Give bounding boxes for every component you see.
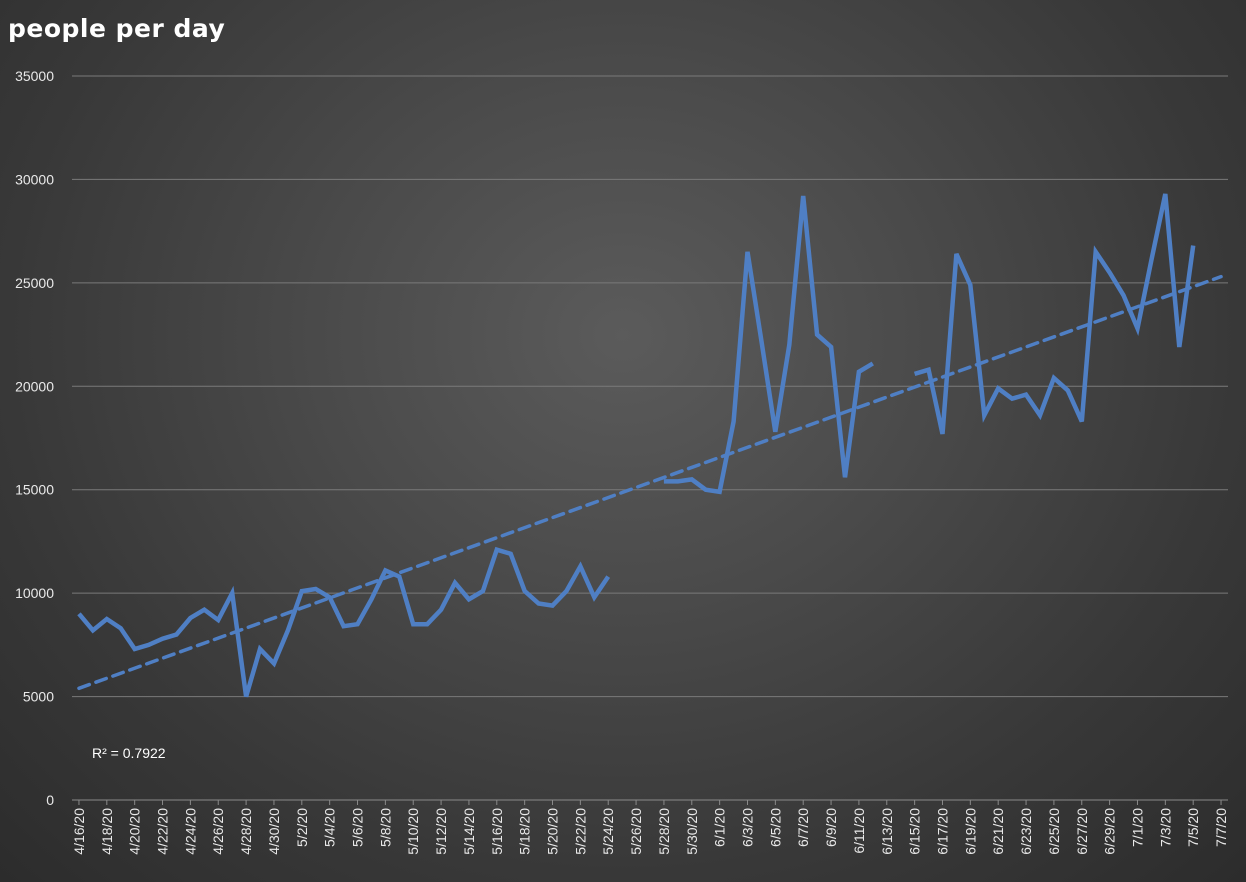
x-tick-label: 6/17/20 <box>934 808 950 855</box>
x-tick-label: 7/5/20 <box>1185 808 1201 847</box>
x-tick-label: 5/16/20 <box>489 808 505 855</box>
x-tick-label: 6/19/20 <box>962 808 978 855</box>
series-lines <box>77 193 1196 698</box>
y-tick-label: 35000 <box>15 68 54 84</box>
x-tick-label: 6/15/20 <box>907 808 923 855</box>
chart-title: people per day <box>8 14 226 43</box>
x-tick-label: 5/10/20 <box>405 808 421 855</box>
x-tick-label: 6/21/20 <box>990 808 1006 855</box>
r-squared-label: R² = 0.7922 <box>92 745 166 761</box>
y-tick-label: 25000 <box>15 275 54 291</box>
x-tick-label: 6/9/20 <box>823 808 839 847</box>
y-axis: 0 5000 10000 15000 20000 25000 30000 35000 <box>15 68 54 808</box>
x-tick-label: 6/25/20 <box>1046 808 1062 855</box>
x-tick-label: 5/24/20 <box>600 808 616 855</box>
x-tick-label: 5/12/20 <box>433 808 449 855</box>
x-tick-label: 5/8/20 <box>377 808 393 847</box>
series-line-segment <box>77 546 611 698</box>
x-tick-label: 4/20/20 <box>127 808 143 855</box>
x-tick-label: 6/3/20 <box>739 808 755 847</box>
x-tick-label: 4/22/20 <box>155 808 171 855</box>
gridlines <box>72 75 1228 801</box>
x-tick-label: 4/24/20 <box>182 808 198 855</box>
x-tick-label: 7/7/20 <box>1213 808 1229 847</box>
x-tick-label: 6/1/20 <box>712 808 728 847</box>
x-axis: 4/16/20 4/18/20 4/20/20 4/22/20 4/24/20 4/26/… <box>71 800 1229 855</box>
y-tick-label: 10000 <box>15 585 54 601</box>
x-tick-label: 7/1/20 <box>1129 808 1145 847</box>
series-line-segment <box>663 195 874 495</box>
x-tick-label: 4/28/20 <box>238 808 254 855</box>
x-tick-label: 4/18/20 <box>99 808 115 855</box>
x-tick-label: 6/13/20 <box>879 808 895 855</box>
x-tick-label: 4/16/20 <box>71 808 87 855</box>
x-tick-label: 5/20/20 <box>545 808 561 855</box>
y-tick-label: 15000 <box>15 482 54 498</box>
x-tick-label: 5/18/20 <box>517 808 533 855</box>
x-tick-label: 6/27/20 <box>1074 808 1090 855</box>
y-tick-label: 0 <box>46 792 54 808</box>
x-tick-label: 5/2/20 <box>294 808 310 847</box>
x-tick-label: 5/22/20 <box>572 808 588 855</box>
y-tick-label: 30000 <box>15 171 54 187</box>
series-line-segment <box>913 193 1196 435</box>
x-tick-label: 6/7/20 <box>795 808 811 847</box>
y-tick-label: 20000 <box>15 378 54 394</box>
y-tick-label: 5000 <box>23 689 54 705</box>
x-tick-label: 4/26/20 <box>210 808 226 855</box>
x-tick-label: 6/23/20 <box>1018 808 1034 855</box>
x-tick-label: 6/11/20 <box>851 808 867 854</box>
trendline <box>77 274 1223 691</box>
x-tick-label: 5/14/20 <box>461 808 477 855</box>
x-tick-label: 6/5/20 <box>767 808 783 847</box>
x-tick-label: 4/30/20 <box>266 808 282 855</box>
x-tick-label: 5/4/20 <box>322 808 338 847</box>
linear-trendline <box>77 274 1223 691</box>
x-tick-label: 5/28/20 <box>656 808 672 855</box>
x-tick-label: 5/30/20 <box>684 808 700 855</box>
x-tick-label: 7/3/20 <box>1157 808 1173 847</box>
x-tick-label: 5/6/20 <box>350 808 366 847</box>
x-tick-label: 5/26/20 <box>628 808 644 855</box>
x-tick-label: 6/29/20 <box>1102 808 1118 855</box>
